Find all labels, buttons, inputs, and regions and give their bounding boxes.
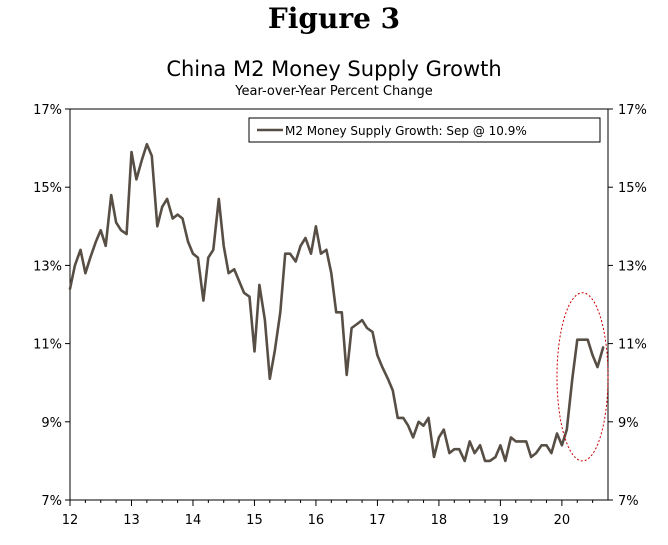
- y-tick-label-left: 15%: [33, 181, 62, 196]
- x-tick-label: 16: [308, 513, 325, 528]
- y-tick-label-left: 13%: [33, 259, 62, 274]
- x-tick-label: 14: [185, 513, 202, 528]
- legend-box: [248, 117, 601, 143]
- x-tick-label: 20: [554, 513, 571, 528]
- y-axis-left: 7% 9% 11% 13% 15% 17%: [33, 103, 70, 509]
- y-tick-label-left: 17%: [33, 103, 62, 118]
- x-tick-label: 17: [369, 513, 386, 528]
- y-tick-label-right: 7%: [618, 494, 639, 509]
- figure-label: Figure 3: [267, 2, 401, 35]
- y-tick-label-left: 11%: [33, 338, 62, 353]
- legend-entry: M2 Money Supply Growth: Sep @ 10.9%: [285, 124, 527, 138]
- y-tick-label-right: 13%: [618, 259, 647, 274]
- y-tick-label-right: 17%: [618, 103, 647, 118]
- x-axis: 12 13 14 15 16 17 18 19 20: [62, 500, 594, 528]
- x-tick-label: 13: [123, 513, 140, 528]
- plot-frame: [69, 108, 609, 501]
- x-tick-label: 18: [431, 513, 448, 528]
- legend: M2 Money Supply Growth: Sep @ 10.9%: [248, 117, 601, 143]
- y-axis-right: 7% 9% 11% 13% 15% 17%: [608, 103, 647, 509]
- y-tick-label-left: 9%: [41, 416, 62, 431]
- series-layer: [68, 142, 605, 463]
- annotation-layer: [556, 292, 609, 462]
- x-tick-label: 19: [492, 513, 509, 528]
- y-tick-label-right: 9%: [618, 416, 639, 431]
- highlight-ellipse: [556, 292, 609, 462]
- chart-subtitle: Year-over-Year Percent Change: [235, 84, 433, 99]
- x-tick-label: 12: [62, 513, 79, 528]
- y-tick-label-right: 11%: [618, 338, 647, 353]
- chart-title: China M2 Money Supply Growth: [166, 57, 502, 81]
- series-line-m2: [68, 142, 605, 463]
- y-tick-label-right: 15%: [618, 181, 647, 196]
- x-tick-label: 15: [246, 513, 263, 528]
- y-tick-label-left: 7%: [41, 494, 62, 509]
